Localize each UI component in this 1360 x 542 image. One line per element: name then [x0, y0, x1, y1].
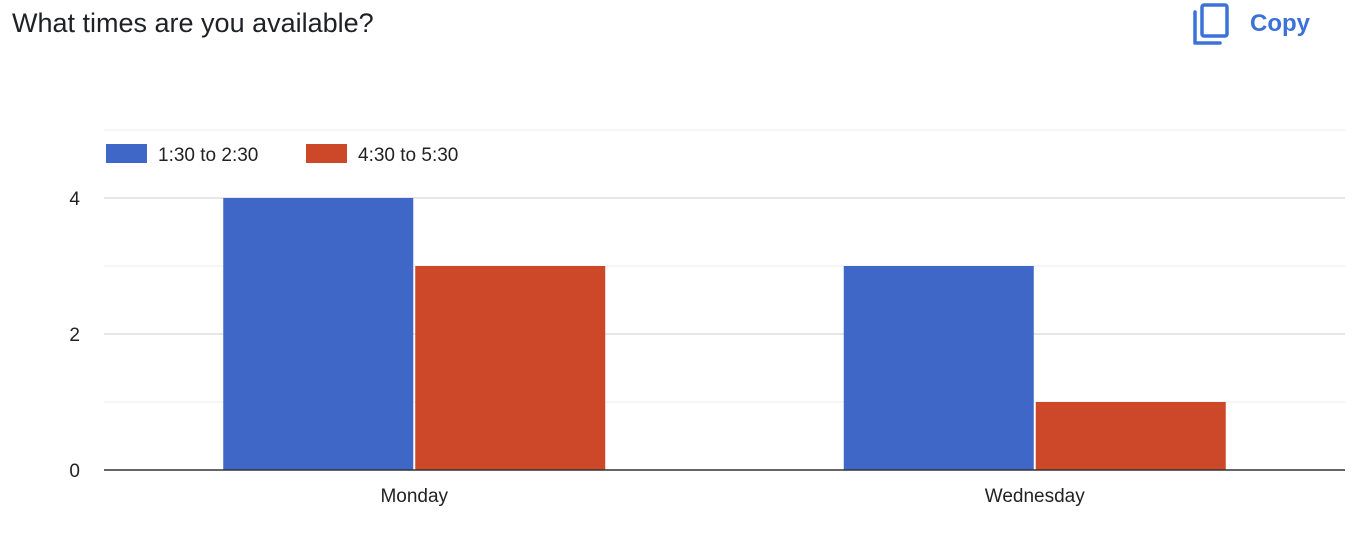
- legend-swatch-series-1: [106, 144, 147, 163]
- bar-monday-series-1[interactable]: [223, 198, 414, 470]
- legend-label-series-2: 4:30 to 5:30: [358, 145, 458, 166]
- legend: 1:30 to 2:30 4:30 to 5:30: [106, 144, 458, 166]
- bar-wednesday-series-1[interactable]: [843, 266, 1034, 470]
- x-category-label: Monday: [380, 486, 448, 507]
- x-category-label: Wednesday: [985, 486, 1085, 507]
- copy-button-label: Copy: [1250, 10, 1310, 37]
- copy-icon: [1193, 3, 1229, 45]
- bar-wednesday-series-2[interactable]: [1035, 402, 1226, 470]
- y-tick-label: 0: [69, 461, 80, 482]
- y-tick-label: 2: [69, 325, 80, 346]
- y-tick-label: 4: [69, 189, 80, 210]
- question-title: What times are you available?: [12, 8, 374, 38]
- axes: 0 2 4 Monday Wednesday: [69, 189, 1345, 507]
- bars: [223, 198, 1226, 470]
- copy-button[interactable]: Copy: [1192, 0, 1310, 48]
- legend-swatch-series-2: [306, 144, 347, 163]
- bar-monday-series-2[interactable]: [415, 266, 606, 470]
- legend-label-series-1: 1:30 to 2:30: [158, 145, 258, 166]
